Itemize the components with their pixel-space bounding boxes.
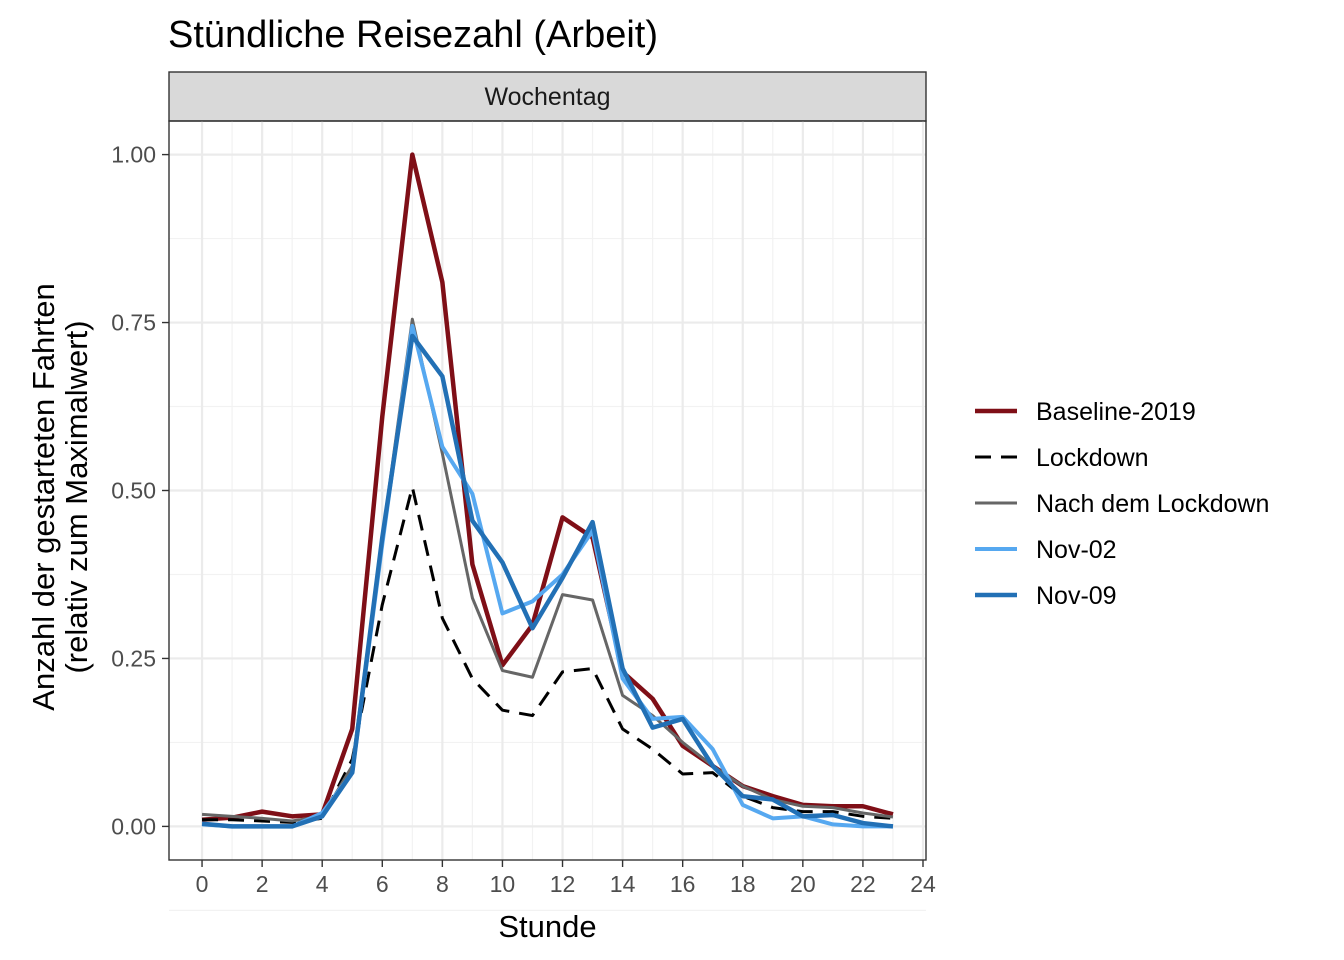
legend-label-nov-09: Nov-09 — [1036, 582, 1117, 610]
x-tick-label: 0 — [196, 871, 209, 897]
x-tick-label: 24 — [910, 871, 936, 897]
y-axis-title-line2: (relativ zum Maximalwert) — [59, 320, 94, 673]
series-line-baseline-2019 — [201, 152, 894, 822]
facet-strip — [168, 71, 927, 122]
x-axis: 0 2 4 6 8 10 12 14 16 18 20 22 24 — [196, 860, 936, 897]
x-tick-label: 8 — [436, 871, 449, 897]
facet-label: Wochentag — [484, 83, 610, 111]
y-tick-label: 0.00 — [111, 813, 156, 839]
y-tick-label: 0.75 — [111, 310, 156, 336]
x-tick-label: 16 — [670, 871, 696, 897]
x-tick-label: 4 — [316, 871, 329, 897]
series-line-nov-09 — [201, 333, 894, 829]
y-axis-title: Anzahl der gestarteten Fahrten (relativ … — [26, 283, 94, 710]
legend-label-lockdown: Lockdown — [1036, 444, 1149, 472]
series-layer — [201, 152, 894, 829]
legend-label-nach-dem-lockdown: Nach dem Lockdown — [1036, 490, 1269, 518]
legend-label-baseline-2019: Baseline-2019 — [1036, 398, 1196, 426]
x-tick-label: 6 — [376, 871, 389, 897]
y-tick-label: 0.50 — [111, 478, 156, 504]
x-tick-label: 2 — [256, 871, 269, 897]
y-tick-label: 1.00 — [111, 142, 156, 168]
x-tick-label: 14 — [610, 871, 636, 897]
x-tick-label: 22 — [850, 871, 876, 897]
legend-label-nov-02: Nov-02 — [1036, 536, 1117, 564]
x-tick-label: 20 — [790, 871, 816, 897]
x-axis-title: Stunde — [498, 909, 596, 944]
y-axis: 0.00 0.25 0.50 0.75 1.00 — [111, 142, 169, 839]
series-line-lockdown — [202, 485, 894, 824]
grid-minor — [169, 121, 926, 911]
y-tick-label: 0.25 — [111, 645, 156, 671]
x-tick-label: 18 — [730, 871, 756, 897]
x-tick-label: 12 — [550, 871, 576, 897]
x-tick-label: 10 — [490, 871, 516, 897]
grid-major — [169, 121, 926, 860]
y-axis-title-line1: Anzahl der gestarteten Fahrten — [26, 283, 61, 710]
legend: Baseline-2019 Lockdown Nach dem Lockdown No… — [975, 398, 1269, 610]
chart-title: Stündliche Reisezahl (Arbeit) — [168, 14, 658, 56]
series-line-nov-02 — [201, 323, 893, 829]
